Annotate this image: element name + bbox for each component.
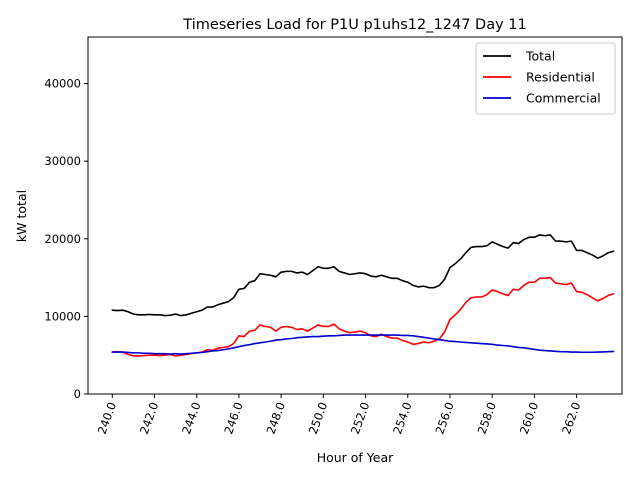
legend-label-commercial: Commercial [526,91,601,106]
legend-label-residential: Residential [526,70,595,85]
plot-area [87,36,623,395]
chart-title: Timeseries Load for P1U p1uhs12_1247 Day… [182,17,526,33]
y-tick-label: 0 [74,387,81,401]
y-tick-label: 20000 [44,232,81,246]
legend-box [475,42,616,115]
plot-frame [87,36,623,395]
series-line-commercial [111,334,615,355]
y-axis-label: kW total [14,190,29,242]
y-tick-label: 40000 [44,77,81,91]
legend-label-total: Total [525,49,555,64]
x-axis-label: Hour of Year [317,450,394,465]
y-axis: 0 10000 20000 30000 40000 [44,77,88,401]
y-tick-label: 30000 [44,154,81,168]
series-line-total [111,234,615,317]
legend: Total Residential Commercial [475,42,616,115]
series-layer [111,234,615,357]
y-tick-label: 10000 [44,309,81,323]
